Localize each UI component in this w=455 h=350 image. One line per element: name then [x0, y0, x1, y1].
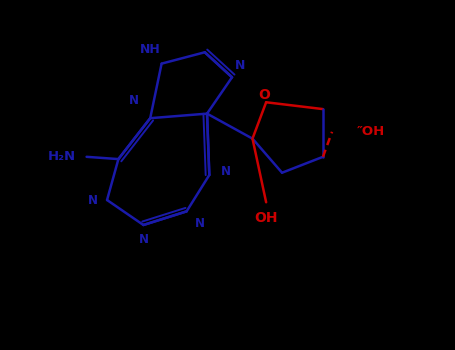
- Text: N: N: [221, 165, 231, 178]
- Text: O: O: [258, 88, 270, 102]
- Text: N: N: [138, 233, 148, 246]
- Text: N: N: [195, 217, 205, 230]
- Text: N: N: [235, 60, 245, 72]
- Text: N: N: [88, 194, 98, 206]
- Text: N: N: [129, 93, 139, 106]
- Text: ″OH: ″OH: [357, 125, 385, 138]
- Text: H₂N: H₂N: [47, 150, 76, 163]
- Text: NH: NH: [140, 43, 161, 56]
- Text: OH: OH: [254, 211, 278, 225]
